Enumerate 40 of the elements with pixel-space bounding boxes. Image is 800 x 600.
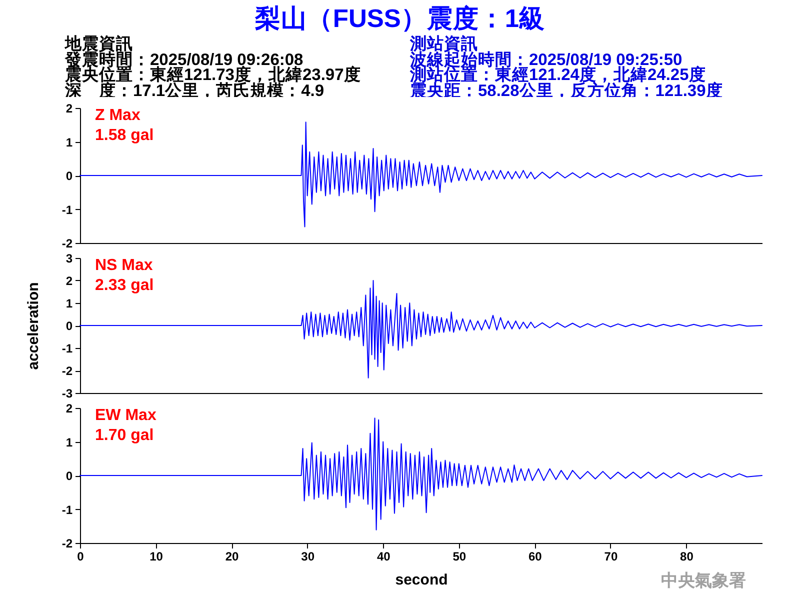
line-series <box>80 280 762 378</box>
y-tick-label: 2 <box>66 402 73 416</box>
y-tick-label: 0 <box>66 169 73 183</box>
annotation: 2.33 gal <box>95 277 154 294</box>
y-tick-label: 1 <box>66 135 73 150</box>
x-tick-label: 60 <box>528 550 542 564</box>
y-tick-label: -1 <box>62 502 73 517</box>
y-tick-label: 3 <box>66 252 73 266</box>
x-tick-label: 30 <box>301 550 315 564</box>
y-tick-label: -3 <box>62 386 73 400</box>
x-axis-title: second <box>395 572 448 588</box>
y-tick-label: 2 <box>66 102 73 116</box>
y-tick-label: -2 <box>62 364 73 378</box>
text: 測站資訊 <box>410 35 478 53</box>
x-tick-label: 40 <box>376 550 391 564</box>
text: 中央氣象署 <box>661 570 746 592</box>
y-tick-label: -2 <box>62 236 73 250</box>
x-tick-label: 80 <box>680 550 694 564</box>
x-tick-label: 0 <box>77 550 84 564</box>
y-tick-label: -1 <box>62 342 73 356</box>
annotation: Z Max <box>95 107 140 124</box>
chart-title: 梨山（FUSS）震度：1級 <box>254 4 546 35</box>
y-tick-label: 2 <box>66 274 73 288</box>
y-tick-label: -1 <box>62 202 73 217</box>
x-tick-label: 50 <box>452 550 466 564</box>
annotation: NS Max <box>95 257 153 274</box>
y-tick-label: 1 <box>66 435 73 450</box>
x-tick-label: 70 <box>604 550 618 564</box>
text: 地震資訊 <box>65 35 134 53</box>
y-tick-label: 1 <box>66 296 73 310</box>
annotation: EW Max <box>95 407 156 424</box>
annotation: 1.58 gal <box>95 127 154 144</box>
y-tick-label: 0 <box>66 469 73 483</box>
x-tick-label: 20 <box>225 550 240 564</box>
line-series <box>80 122 762 228</box>
y-tick-label: -2 <box>62 536 73 550</box>
y-axis-title: acceleration <box>24 282 42 370</box>
annotation: 1.70 gal <box>95 427 154 444</box>
y-tick-label: 0 <box>66 319 73 333</box>
x-tick-label: 10 <box>150 550 164 564</box>
